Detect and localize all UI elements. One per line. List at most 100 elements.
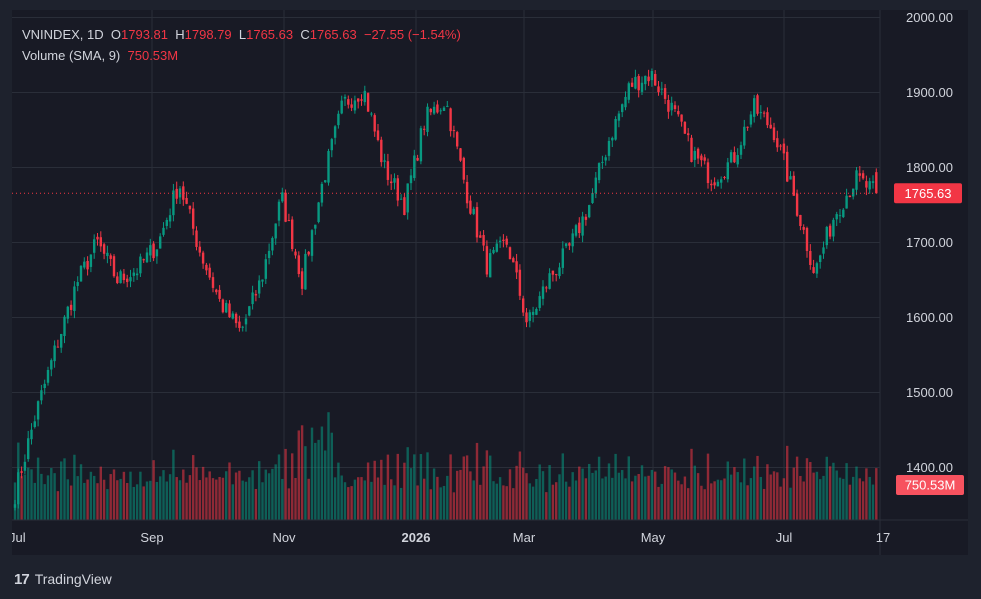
volume-bar [495,483,498,520]
volume-bar [845,463,848,520]
volume-bar [79,464,83,520]
candle-body [848,195,852,198]
volume-bar [119,478,122,520]
volume-bar [165,481,168,520]
volume-bar [291,453,294,520]
candle-body [403,197,406,216]
volume-bar [749,478,753,520]
candle-body [30,429,33,440]
volume-bar [264,469,267,520]
candle-body [142,259,145,261]
volume-bar [159,476,162,520]
candle-body [23,461,27,471]
candle-body [644,75,647,85]
volume-bar [868,476,871,520]
volume-bar [660,483,663,520]
volume-bar [852,476,855,520]
close-label: C [300,27,310,42]
volume-bar [310,427,314,520]
volume-bar [53,473,56,520]
volume-bar [538,464,541,520]
footer-branding[interactable]: 17 TradingView [14,568,112,590]
volume-bar [673,472,677,520]
volume-indicator-name[interactable]: Volume (SMA, 9) [22,48,121,63]
candle-body [706,162,710,184]
candle-body [327,151,330,183]
candle-body [713,182,716,186]
candle-body [267,250,271,258]
candle-body [525,312,528,323]
candle-body [703,157,706,161]
candle-body [680,114,683,122]
candle-body [515,261,518,273]
candle-body [439,110,442,112]
candle-body [162,227,165,235]
candle-body [192,208,195,229]
candle-body [149,245,152,256]
volume-bar [462,456,465,520]
candle-body [723,176,726,178]
candle-body [277,201,281,221]
candle-body [432,106,436,114]
candlestick-chart[interactable]: 1400.00 1500.00 1600.00 1700.00 1800.00 1900.… [9,10,968,555]
volume-bar [634,475,637,520]
volume-bar [561,453,564,520]
candle-body [545,287,548,289]
volume-bar [139,471,142,520]
candle-body [248,306,251,316]
volume-bar [73,454,76,520]
candle-body [654,74,657,86]
candle-body [548,273,551,289]
candle-body [413,155,416,179]
candle-body [261,279,264,282]
volume-bar [244,481,248,520]
volume-bar [591,472,594,520]
candle-body [584,216,588,220]
volume-bar [522,467,525,520]
candle-body [205,264,208,271]
volume-bar [855,466,858,520]
candle-body [376,130,380,141]
candle-body [60,334,63,348]
candle-body [343,96,347,99]
candle-body [716,181,720,187]
candle-body [776,138,779,148]
candle-body [729,152,733,163]
time-axis[interactable]: Jul Sep Nov 2026 Mar May Jul 17 [9,530,890,545]
candle-body [366,93,370,112]
candle-body [677,111,680,115]
volume-bar [733,467,736,520]
y-tick-label: 1700.00 [906,235,953,250]
candle-body [743,126,746,146]
volume-bar [162,470,165,520]
volume-bar [551,484,555,520]
volume-bar [281,478,284,520]
candles [13,68,878,511]
candle-body [621,104,624,113]
candle-body [604,157,607,161]
high-label: H [175,27,185,42]
price-axis[interactable]: 1400.00 1500.00 1600.00 1700.00 1800.00 1900.… [906,10,953,475]
volume-bar [670,469,673,520]
volume-bar [828,466,832,520]
volume-bar [231,484,234,520]
volume-bar [696,473,700,520]
volume-bar [861,481,865,520]
interval-label[interactable]: 1D [87,27,104,42]
candle-body [20,471,23,473]
candle-body [795,193,799,216]
candle-body [198,246,201,253]
candle-body [56,346,60,348]
volume-bar [597,456,601,520]
chart-area[interactable]: 1400.00 1500.00 1600.00 1700.00 1800.00 1900.… [9,10,968,555]
volume-bar [333,477,337,520]
candle-body [650,71,654,81]
symbol-name[interactable]: VNINDEX [22,27,80,42]
volume-bar [779,486,782,520]
candle-body [409,175,413,184]
candle-body [782,143,786,154]
volume-bar [456,470,459,520]
volume-bar [409,468,413,520]
candle-body [564,243,568,247]
volume-bar [693,465,696,520]
